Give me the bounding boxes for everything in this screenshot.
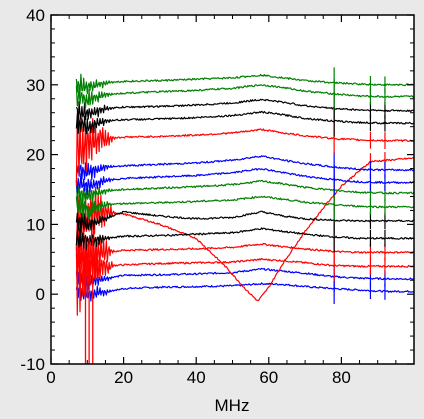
- series-line-6: [75, 210, 415, 233]
- y-tick-label-4: 30: [26, 76, 45, 95]
- series-line-4: [75, 157, 415, 302]
- x-axis-title: MHz: [215, 396, 250, 415]
- plot-area: [51, 15, 414, 364]
- x-tick-label-2: 40: [187, 368, 206, 387]
- series-line-5: [75, 227, 415, 251]
- x-tick-label-0: 0: [46, 368, 55, 387]
- x-tick-label-1: 20: [114, 368, 133, 387]
- series-line-1: [75, 267, 415, 292]
- y-tick-label-3: 20: [26, 146, 45, 165]
- series-line-0: [75, 282, 415, 302]
- series-line-13: [75, 98, 415, 125]
- series-line-10: [75, 155, 415, 181]
- series-line-14: [75, 84, 415, 109]
- plot-frame: [50, 14, 415, 365]
- series-line-11: [75, 112, 415, 186]
- x-tick-label-4: 80: [332, 368, 351, 387]
- y-tick-label-5: 40: [26, 6, 45, 25]
- series-line-2: [75, 237, 415, 316]
- series-line-15: [75, 73, 415, 95]
- y-tick-label-2: 10: [26, 215, 45, 234]
- series-line-8: [75, 179, 415, 207]
- series-line-12: [75, 110, 415, 135]
- series-line-9: [75, 168, 415, 196]
- series-line-3: [75, 214, 415, 296]
- y-tick-label-1: 0: [36, 285, 45, 304]
- series-layer: [75, 67, 415, 364]
- series-line-7: [75, 195, 415, 221]
- y-tick-label-0: -10: [20, 355, 45, 374]
- x-tick-label-3: 60: [259, 368, 278, 387]
